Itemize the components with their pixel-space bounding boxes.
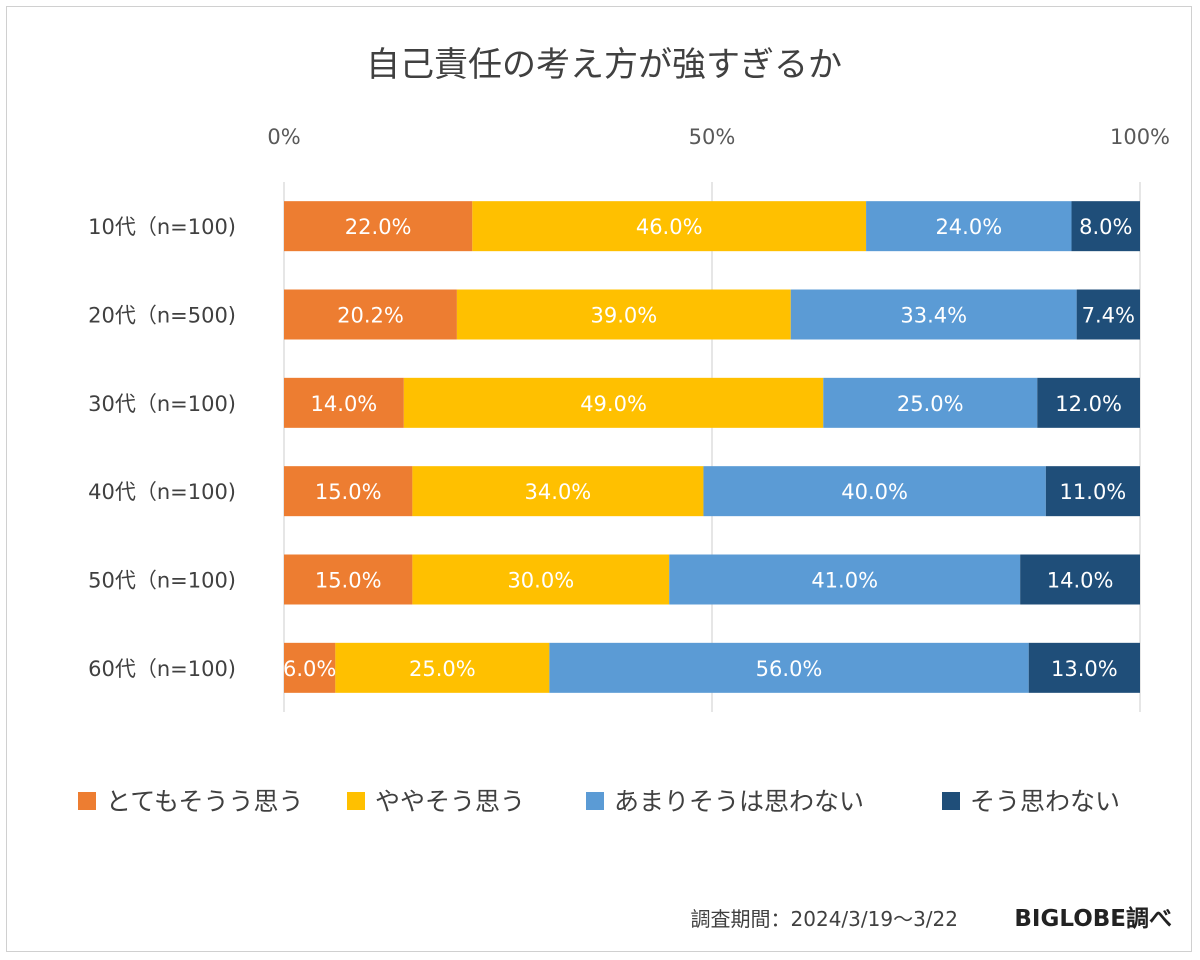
- source-credit: BIGLOBE調べ: [1014, 905, 1172, 932]
- legend-label: とてもそうう思う: [106, 787, 304, 816]
- data-label: 22.0%: [345, 215, 412, 239]
- bar-segment: [412, 554, 670, 605]
- data-label: 7.4%: [1082, 304, 1135, 328]
- data-label: 13.0%: [1051, 657, 1118, 681]
- data-labels: 22.0% 46.0% 24.0% 8.0% 20.2% 39.0% 33.4% 7.4% 14…: [283, 215, 1135, 681]
- gridlines: [283, 182, 1141, 712]
- legend-swatch: [586, 792, 604, 810]
- data-label: 56.0%: [756, 657, 823, 681]
- bar-segment: [703, 466, 1046, 517]
- bar-segment: [284, 377, 404, 428]
- data-label: 46.0%: [636, 215, 703, 239]
- bar-segment: [284, 201, 473, 252]
- data-label: 14.0%: [311, 392, 378, 416]
- bar-segment: [549, 642, 1029, 693]
- category-label: 40代（n=100): [88, 480, 236, 504]
- legend-swatch: [942, 792, 960, 810]
- data-label: 14.0%: [1047, 569, 1114, 593]
- data-label: 11.0%: [1060, 480, 1127, 504]
- bar-segment: [669, 554, 1021, 605]
- bar-segment: [335, 642, 550, 693]
- bar-segment: [1076, 289, 1140, 340]
- bar-segment: [823, 377, 1038, 428]
- bar-segment: [284, 554, 413, 605]
- data-label: 39.0%: [590, 304, 657, 328]
- bars: [284, 201, 1140, 693]
- data-label: 12.0%: [1055, 392, 1122, 416]
- bar-segment: [456, 289, 791, 340]
- data-label: 15.0%: [315, 569, 382, 593]
- legend-label: そう思わない: [970, 787, 1120, 816]
- bar-segment: [866, 201, 1072, 252]
- category-label: 60代（n=100): [88, 657, 236, 681]
- bar-segment: [1071, 201, 1140, 252]
- bar-segment: [472, 201, 867, 252]
- legend-label: あまりそうは思わない: [614, 787, 864, 816]
- bar-segment: [284, 466, 413, 517]
- data-label: 8.0%: [1079, 215, 1132, 239]
- data-label: 20.2%: [337, 304, 404, 328]
- bar-segment: [790, 289, 1077, 340]
- bar-segment: [1045, 466, 1140, 517]
- x-tick-label: 50%: [689, 125, 736, 149]
- x-axis-ticks: 0% 50% 100%: [267, 125, 1170, 149]
- survey-period: 調査期間：2024/3/19～3/22: [691, 907, 958, 931]
- category-label: 10代（n=100): [88, 215, 236, 239]
- x-tick-label: 100%: [1110, 125, 1170, 149]
- bar-segment: [284, 289, 457, 340]
- data-label: 25.0%: [897, 392, 964, 416]
- legend-label: ややそう思う: [375, 787, 525, 816]
- y-axis-categories: 10代（n=100) 20代（n=500) 30代（n=100) 40代（n=100)…: [88, 215, 236, 681]
- data-label: 49.0%: [580, 392, 647, 416]
- legend-swatch: [78, 792, 96, 810]
- bar-segment: [403, 377, 824, 428]
- data-label: 24.0%: [935, 215, 1002, 239]
- bar-segment: [412, 466, 704, 517]
- data-label: 30.0%: [507, 569, 574, 593]
- bar-segment: [1020, 554, 1140, 605]
- data-label: 6.0%: [283, 657, 336, 681]
- category-label: 20代（n=500): [88, 304, 236, 328]
- x-tick-label: 0%: [267, 125, 300, 149]
- data-label: 40.0%: [841, 480, 908, 504]
- chart-title: 自己責任の考え方が強すぎるか: [366, 45, 842, 85]
- data-label: 41.0%: [811, 569, 878, 593]
- bar-segment: [1037, 377, 1140, 428]
- data-label: 33.4%: [900, 304, 967, 328]
- data-label: 34.0%: [525, 480, 592, 504]
- category-label: 30代（n=100): [88, 392, 236, 416]
- legend: とてもそうう思う ややそう思う あまりそうは思わない そう思わない: [78, 787, 1120, 816]
- bar-segment: [284, 642, 336, 693]
- data-label: 15.0%: [315, 480, 382, 504]
- bar-segment: [1028, 642, 1140, 693]
- legend-swatch: [347, 792, 365, 810]
- category-label: 50代（n=100): [88, 569, 236, 593]
- data-label: 25.0%: [409, 657, 476, 681]
